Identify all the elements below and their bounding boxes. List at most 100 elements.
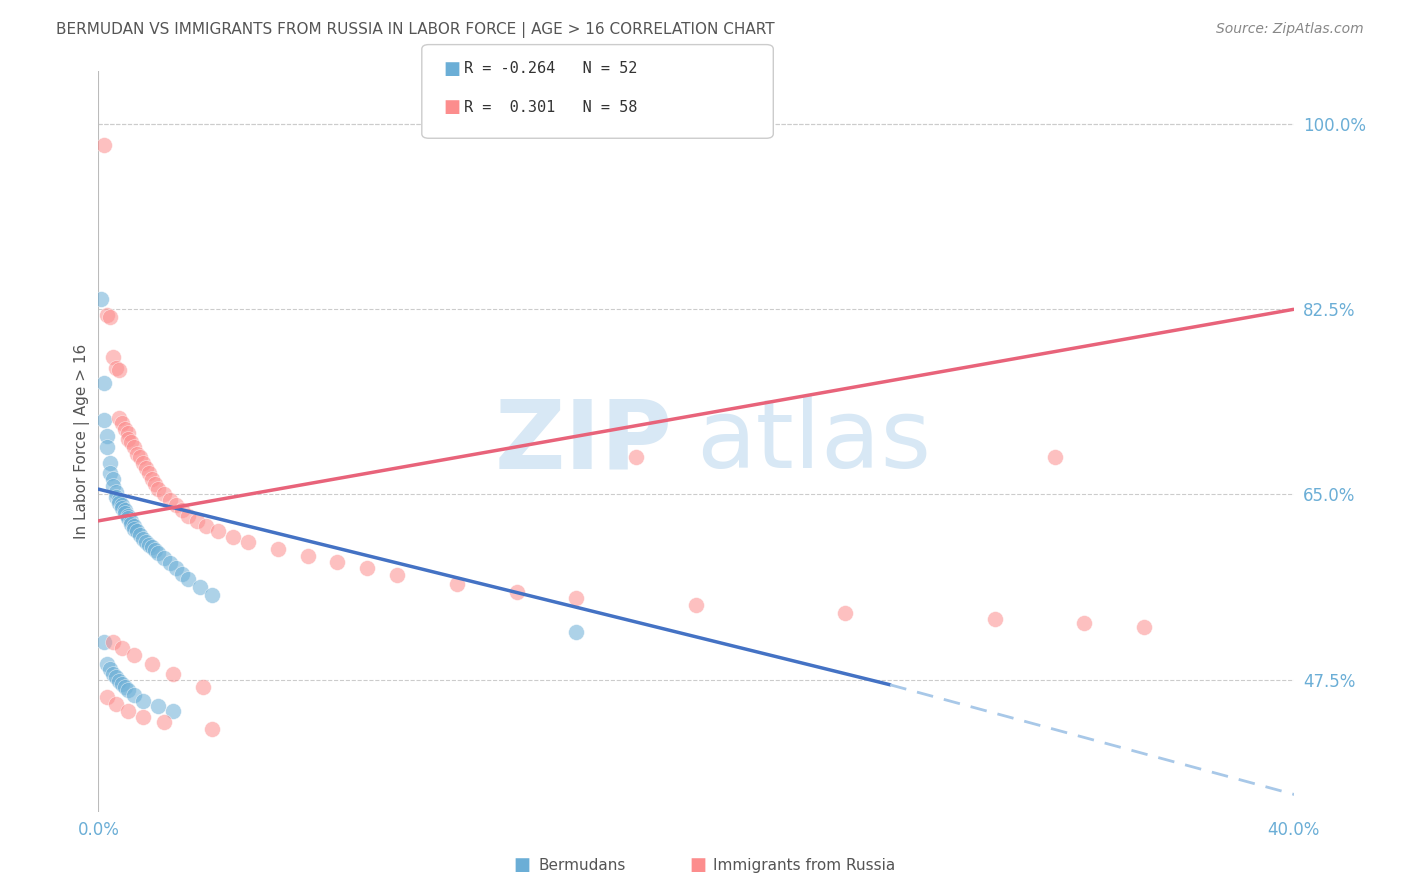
Point [326, 555, 349, 569]
Point [159, 492, 181, 507]
Point [111, 640, 134, 655]
Point [165, 498, 187, 512]
Point [148, 546, 170, 560]
Point [297, 549, 319, 563]
Text: Immigrants from Russia: Immigrants from Russia [713, 858, 896, 872]
Point [207, 524, 229, 539]
Point [135, 535, 157, 549]
Text: ■: ■ [513, 856, 530, 874]
Point [127, 447, 149, 461]
Point [132, 456, 155, 470]
Point [103, 667, 125, 681]
Point [162, 667, 184, 681]
Point [236, 535, 259, 549]
Point [165, 561, 187, 575]
Point [506, 584, 529, 599]
Point [108, 411, 131, 425]
Point [117, 683, 139, 698]
Point [111, 498, 134, 512]
Text: ■: ■ [689, 856, 706, 874]
Point [124, 648, 146, 663]
Point [143, 476, 166, 491]
Point [120, 514, 142, 528]
Point [159, 556, 181, 570]
Point [111, 416, 134, 430]
Point [132, 709, 155, 723]
Point [141, 471, 163, 485]
Point [141, 541, 163, 555]
Text: Bermudans: Bermudans [538, 858, 626, 872]
Point [153, 550, 176, 565]
Point [124, 689, 146, 703]
Point [108, 673, 131, 688]
Point [565, 591, 588, 605]
Text: R = -0.264   N = 52: R = -0.264 N = 52 [464, 62, 637, 76]
Point [96, 440, 118, 454]
Text: R =  0.301   N = 58: R = 0.301 N = 58 [464, 100, 637, 114]
Point [103, 479, 125, 493]
Point [111, 677, 134, 691]
Point [201, 723, 224, 737]
Point [162, 704, 184, 718]
Point [148, 482, 170, 496]
Point [120, 434, 142, 449]
Point [148, 698, 170, 713]
Point [96, 657, 118, 671]
Text: ■: ■ [443, 98, 460, 116]
Point [138, 467, 160, 481]
Point [201, 588, 224, 602]
Point [356, 561, 378, 575]
Point [105, 360, 128, 375]
Point [96, 308, 118, 322]
Point [446, 577, 468, 591]
Point [129, 527, 152, 541]
Point [267, 542, 290, 557]
Point [117, 433, 139, 447]
Text: atlas: atlas [696, 395, 931, 488]
Point [114, 422, 136, 436]
Point [565, 624, 588, 639]
Point [129, 450, 152, 465]
Point [177, 572, 200, 586]
Point [100, 310, 122, 324]
Point [141, 657, 163, 671]
Point [114, 503, 136, 517]
Point [132, 694, 155, 708]
Point [93, 635, 115, 649]
Text: ■: ■ [443, 60, 460, 78]
Point [96, 429, 118, 443]
Point [117, 510, 139, 524]
Point [103, 471, 125, 485]
Point [153, 487, 176, 501]
Point [105, 697, 128, 711]
Point [117, 426, 139, 441]
Point [135, 461, 157, 475]
Point [191, 680, 214, 694]
Text: BERMUDAN VS IMMIGRANTS FROM RUSSIA IN LABOR FORCE | AGE > 16 CORRELATION CHART: BERMUDAN VS IMMIGRANTS FROM RUSSIA IN LA… [56, 22, 775, 38]
Point [114, 507, 136, 521]
Point [143, 543, 166, 558]
Point [111, 501, 134, 516]
Point [100, 662, 122, 676]
Point [90, 292, 112, 306]
Point [93, 138, 115, 153]
Point [626, 450, 648, 465]
Point [177, 508, 200, 523]
Text: Source: ZipAtlas.com: Source: ZipAtlas.com [1216, 22, 1364, 37]
Point [834, 606, 856, 620]
Point [105, 490, 128, 504]
Text: ZIP: ZIP [494, 395, 672, 488]
Point [108, 362, 131, 376]
Point [1133, 619, 1156, 633]
Point [153, 714, 176, 729]
Point [124, 519, 146, 533]
Point [105, 670, 128, 684]
Point [108, 492, 131, 507]
Point [195, 519, 218, 533]
Point [984, 612, 1007, 626]
Point [1073, 616, 1095, 631]
Point [1043, 450, 1066, 465]
Point [222, 530, 245, 544]
Point [100, 467, 122, 481]
Point [93, 413, 115, 427]
